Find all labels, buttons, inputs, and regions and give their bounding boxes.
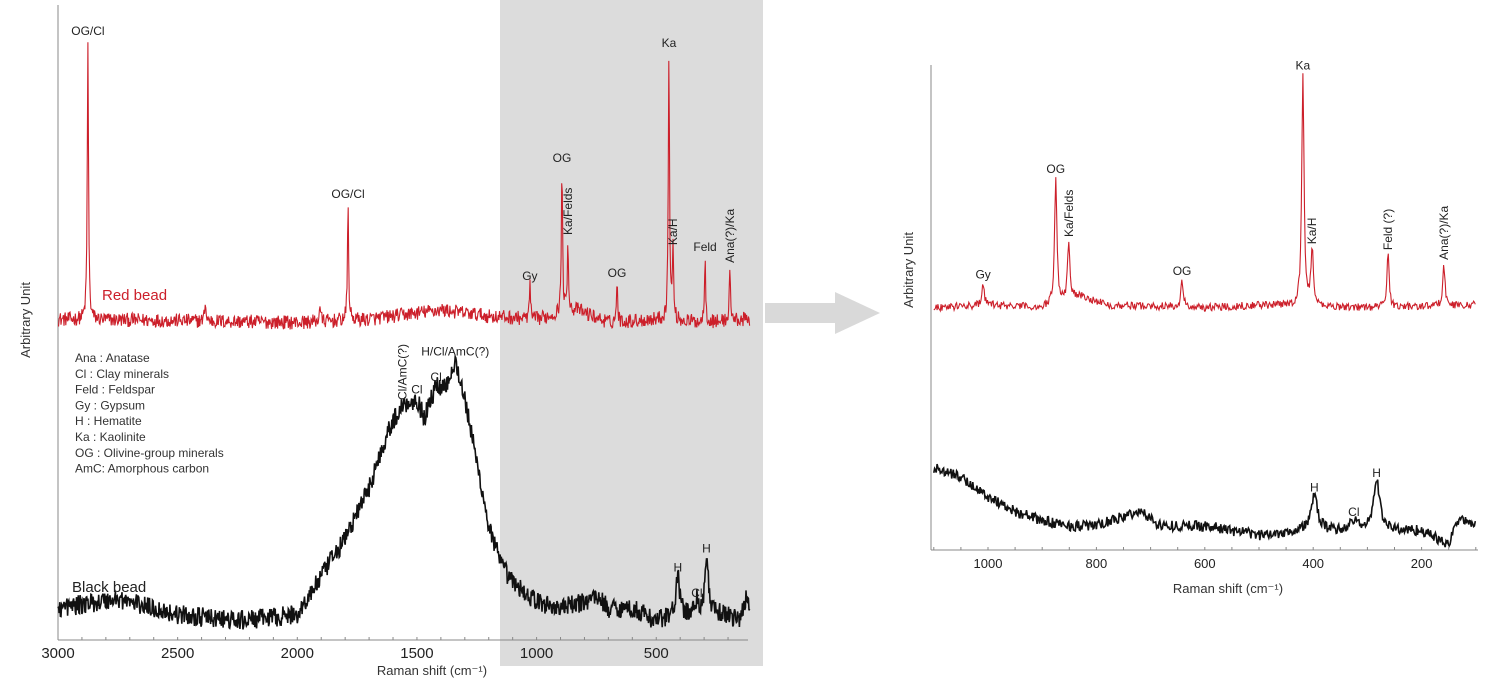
black-bead-line	[57, 353, 751, 630]
peak-label: OG	[1046, 162, 1065, 176]
left-chart: 3000 2500 2000 1500 1000 500 OG/Cl OG/Cl Gy OG Ka…	[18, 5, 751, 678]
x-tick-label: 1000	[974, 556, 1003, 571]
legend-entry: Feld : Feldspar	[75, 383, 155, 397]
abbreviation-legend: Ana : Anatase Cl : Clay minerals Feld : Fe…	[75, 351, 224, 476]
red-bead-line	[58, 42, 751, 330]
peak-label: Ka	[1296, 59, 1311, 73]
peak-label: Feld	[693, 240, 716, 254]
peak-label: Cl	[411, 383, 422, 397]
peak-label: OG	[1173, 264, 1192, 278]
peak-label: Gy	[522, 269, 537, 283]
x-tick-label: 2500	[161, 645, 194, 662]
x-tick-label: 200	[1411, 556, 1433, 571]
peak-label: Ka/Felds	[1062, 190, 1076, 237]
peak-label: Cl	[430, 370, 441, 384]
x-tick-label: 2000	[281, 645, 314, 662]
highlighted-region	[500, 0, 763, 666]
legend-entry: H : Hematite	[75, 414, 142, 428]
series-name-black-bead: Black bead	[72, 579, 146, 596]
arrow-icon	[765, 292, 880, 334]
peak-label: Ka/H	[666, 218, 680, 245]
peak-label: Cl	[691, 586, 702, 600]
peak-label: Ana(?)/Ka	[723, 209, 737, 263]
peak-label: OG/Cl	[331, 187, 364, 201]
peak-label: Feld (?)	[1381, 209, 1395, 250]
series-0-line	[933, 73, 1476, 313]
right-chart: 1000 800 600 400 200 Gy OG Ka/Felds OG Ka Ka/H Fel…	[901, 59, 1478, 596]
x-tick-label: 600	[1194, 556, 1216, 571]
right-x-label: Raman shift (cm⁻¹)	[1173, 581, 1283, 596]
peak-label: OG/Cl	[71, 24, 104, 38]
peak-label: Ka	[662, 36, 677, 50]
peak-label: Cl/AmC(?)	[396, 344, 410, 400]
legend-entry: Cl : Clay minerals	[75, 367, 169, 381]
peak-label: H	[1372, 466, 1381, 480]
peak-label: OG	[553, 151, 572, 165]
series-name-red-bead: Red bead	[102, 287, 167, 304]
series-1-line	[933, 463, 1477, 548]
peak-label: OG	[608, 266, 627, 280]
peak-label: Gy	[975, 267, 990, 281]
peak-label: H	[1310, 481, 1319, 495]
x-tick-label: 500	[644, 645, 669, 662]
x-tick-label: 3000	[41, 645, 74, 662]
peak-label: Ana(?)/Ka	[1437, 205, 1451, 259]
left-x-label: Raman shift (cm⁻¹)	[377, 663, 487, 678]
x-tick-label: 1000	[520, 645, 553, 662]
peak-label: H	[702, 541, 711, 555]
legend-entry: OG : Olivine-group minerals	[75, 446, 224, 460]
x-tick-label: 800	[1086, 556, 1108, 571]
peak-label: Ka/Felds	[561, 188, 575, 235]
legend-entry: Ana : Anatase	[75, 351, 150, 365]
right-y-label: Arbitrary Unit	[901, 232, 916, 308]
legend-entry: Gy : Gypsum	[75, 398, 145, 412]
legend-entry: AmC: Amorphous carbon	[75, 462, 209, 476]
peak-label: H	[673, 561, 682, 575]
peak-label: Cl	[1348, 505, 1359, 519]
x-tick-label: 1500	[400, 645, 433, 662]
left-y-label: Arbitrary Unit	[18, 282, 33, 358]
peak-label: H/Cl/AmC(?)	[421, 345, 489, 359]
x-tick-label: 400	[1302, 556, 1324, 571]
legend-entry: Ka : Kaolinite	[75, 430, 146, 444]
peak-label: Ka/H	[1305, 218, 1319, 245]
